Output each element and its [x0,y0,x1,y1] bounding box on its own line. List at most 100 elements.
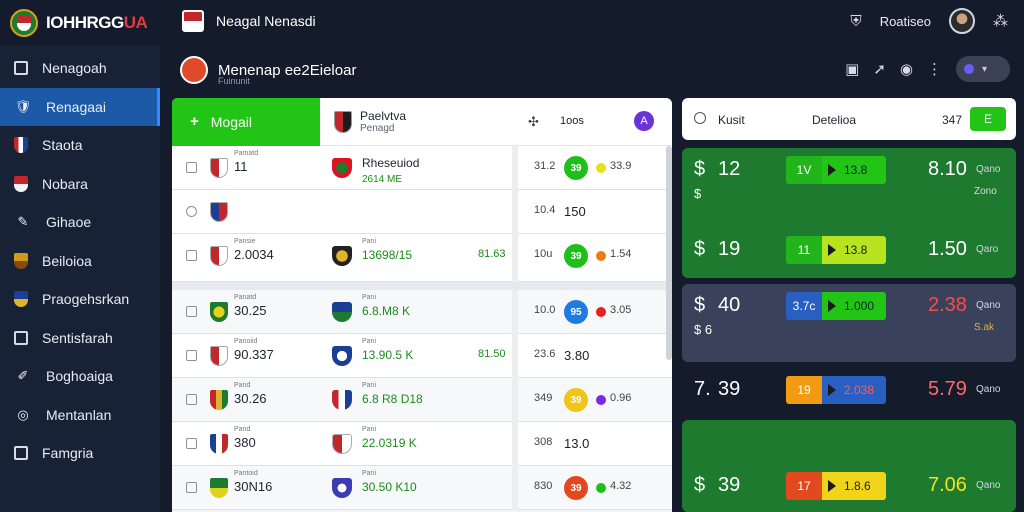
sidebar-item-7[interactable]: Sentisfarah [0,319,160,358]
table-row[interactable]: 10.4 150 [172,190,672,234]
odds-pill[interactable]: 11 13.8 [786,236,886,264]
sidebar-item-label: Gihaoe [46,214,92,231]
sidebar-item-8[interactable]: ✐ Boghoaiga [0,357,160,396]
table-row[interactable]: Pansie 2.0034 Pani 13698/15 81.63 10u 39… [172,234,672,282]
sidebar-item-1[interactable]: 🛡 Renagaai [0,87,160,126]
odds-pill[interactable]: 17 1.8.6 [786,472,886,500]
sidebar-item-5[interactable]: Beiloioa [0,242,160,281]
table-row[interactable]: Pand 30.26 Pani 6.8 R8 D18 349 39 0.96 [172,378,672,422]
pill-right: 13.8 [822,236,886,264]
settings-icon[interactable]: ⁂ [993,13,1008,30]
sidebar-item-label: Praogehsrkan [42,291,130,308]
line-unit: Qano [976,480,1001,491]
topbar-actions: ⛨ Roatiseo ⁂ [850,0,1008,42]
app-title: Neagal Nenasdi [216,13,316,29]
odds-line[interactable]: $ 39 17 1.8.6 7.06 Qano [682,466,1016,506]
sidebar-item-6[interactable]: Praogehsrkan [0,280,160,319]
odd-ball[interactable]: 39 [564,156,588,180]
row-gap [172,282,672,290]
away-shield-icon [332,390,352,410]
pill-left: 17 [786,472,822,500]
row-checkbox[interactable] [186,394,197,405]
scrollbar[interactable] [666,146,672,360]
row-value-label: Pani [362,382,377,389]
selected-team[interactable]: Paelvtva Penagd [334,109,406,134]
odds-card-2: $ 40 3.7c 1.000 2.38 Qano $ 6 S.ak [682,284,1016,362]
odds-line[interactable]: 7. 39 19 2.038 5.79 Qano [682,370,1016,410]
odd-ball[interactable]: 39 [564,476,588,500]
clock-icon [694,112,706,124]
avatar[interactable] [949,8,975,34]
status-dot [596,251,606,261]
odds-pill[interactable]: 19 2.038 [786,376,886,404]
odds-line[interactable]: $ 19 11 13.8 1.50 Qaro [682,230,1016,270]
away-shield-icon [332,246,352,266]
save-icon[interactable]: ▣ [845,61,860,78]
odds-pill[interactable]: 3.7c 1.000 [786,292,886,320]
table-row[interactable]: Panatd 30.25 Pani 6.8.M8 K 10.0 95 3.05 [172,290,672,334]
pill-left: 11 [786,236,822,264]
sidebar-item-2[interactable]: Staota [0,126,160,165]
header-actions: ▣ ➚ ◉ ⋮ ▾ [845,56,1010,82]
row-checkbox[interactable] [186,438,197,449]
more-icon[interactable]: ⋮ [927,61,942,78]
matches-panel: + Mogail Paelvtva Penagd ✣ 1oos A Pamatd … [172,98,672,512]
user-label[interactable]: Roatiseo [879,13,931,29]
tab-matches[interactable]: + Mogail [172,98,320,146]
row-value: Rheseuiod [362,156,420,170]
sidebar-item-3[interactable]: Nobara [0,165,160,204]
sidebar-item-9[interactable]: ◎ Mentanlan [0,396,160,435]
currency-symbol: $ [694,294,706,316]
home-shield-icon [210,434,228,454]
notification-icon[interactable]: ⛨ [850,12,862,30]
row-checkbox[interactable] [186,482,197,493]
odds-pill[interactable]: 1V 13.8 [786,156,886,184]
row-checkbox[interactable] [186,162,197,173]
odds-line[interactable]: $ 12 1V 13.8 8.10 Qano $ Zono [682,150,1016,201]
view-icon[interactable]: ◉ [899,61,913,78]
row-value: 13698/15 [362,248,413,262]
row-side-value: 0.96 [610,392,632,404]
line-rate: 2.38 [928,294,967,316]
share-icon[interactable]: ➚ [873,61,886,78]
divider [512,378,518,422]
row-plain-value: 150 [564,204,586,219]
row-side-value: 3.05 [610,304,632,316]
sidebar-item-0[interactable]: Nenagoah [0,49,160,88]
line-value: 39 [718,474,741,496]
row-score: 30.25 [234,303,267,318]
table-row[interactable]: Panoiid 90.337 Pani 13.90.5 K 81.50 23.6… [172,334,672,378]
row-checkbox[interactable] [186,306,197,317]
row-value: 6.8 R8 D18 [362,392,423,406]
row-checkbox[interactable] [186,250,197,261]
table-row[interactable]: Pand 380 Pani 22.0319 K 308 13.0 [172,422,672,466]
row-extra: 81.63 [478,248,506,260]
odds-line[interactable]: $ 40 3.7c 1.000 2.38 Qano $ 6 S.ak [682,286,1016,337]
crest-logo-icon [10,9,38,37]
table-row[interactable]: Pamatd 11 Rheseuiod 2614 ME 31.2 39 33.9 [172,146,672,190]
team-shield-icon [334,110,352,133]
odd-ball[interactable]: 39 [564,244,588,268]
sidebar-item-label: Famgria [42,445,94,462]
brand[interactable]: IOHHRGGUA [0,0,160,46]
sidebar-item-4[interactable]: ✎ Gihaoe [0,203,160,242]
odd-ball[interactable]: 95 [564,300,588,324]
sidebar-item-10[interactable]: Famgria [0,434,160,473]
row-value-sub: 2614 ME [362,174,403,185]
line-sub: $ 6 [694,322,713,337]
odd-ball[interactable]: 39 [564,388,588,412]
odds-card-1: $ 12 1V 13.8 8.10 Qano $ Zono $ 19 11 13.8… [682,148,1016,278]
theme-toggle[interactable]: ▾ [956,56,1010,82]
line-rate: 1.50 [928,238,967,260]
odds-board: Kusit Detelioa 347 E $ 12 1V 13.8 8.10 Qa… [682,98,1016,512]
board-go-button[interactable]: E [970,107,1006,131]
row-radio[interactable] [186,206,197,217]
table-row[interactable]: Pantoid 30N16 Pani 30.50 K10 830 39 4.32 [172,466,672,510]
line-sub2: Zono [974,186,997,197]
count-badge[interactable]: A [634,111,654,131]
row-checkbox[interactable] [186,350,197,361]
away-shield-icon [332,158,352,178]
filter-icon[interactable]: ✣ [528,114,539,129]
line-value: 19 [718,238,741,260]
page-title: Menenap ee2Eieloar [218,61,357,79]
